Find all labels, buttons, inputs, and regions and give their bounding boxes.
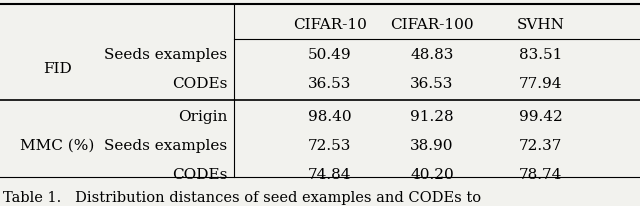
Text: 91.28: 91.28	[410, 109, 454, 123]
Text: CIFAR-10: CIFAR-10	[292, 18, 367, 32]
Text: 77.94: 77.94	[519, 76, 563, 90]
Text: Table 1.   Distribution distances of seed examples and CODEs to: Table 1. Distribution distances of seed …	[3, 190, 481, 204]
Text: CIFAR-100: CIFAR-100	[390, 18, 474, 32]
Text: 40.20: 40.20	[410, 167, 454, 181]
Text: CODEs: CODEs	[172, 76, 227, 90]
Text: 74.84: 74.84	[308, 167, 351, 181]
Text: 72.53: 72.53	[308, 138, 351, 152]
Text: Seeds examples: Seeds examples	[104, 138, 227, 152]
Text: 83.51: 83.51	[519, 48, 563, 62]
Text: 36.53: 36.53	[308, 76, 351, 90]
Text: 99.42: 99.42	[519, 109, 563, 123]
Text: CODEs: CODEs	[172, 167, 227, 181]
Text: MMC (%): MMC (%)	[20, 138, 95, 152]
Text: 36.53: 36.53	[410, 76, 454, 90]
Text: 38.90: 38.90	[410, 138, 454, 152]
Text: 72.37: 72.37	[519, 138, 563, 152]
Text: FID: FID	[44, 62, 72, 76]
Text: 50.49: 50.49	[308, 48, 351, 62]
Text: SVHN: SVHN	[517, 18, 564, 32]
Text: Seeds examples: Seeds examples	[104, 48, 227, 62]
Text: Origin: Origin	[178, 109, 227, 123]
Text: 48.83: 48.83	[410, 48, 454, 62]
Text: 98.40: 98.40	[308, 109, 351, 123]
Text: 78.74: 78.74	[519, 167, 563, 181]
